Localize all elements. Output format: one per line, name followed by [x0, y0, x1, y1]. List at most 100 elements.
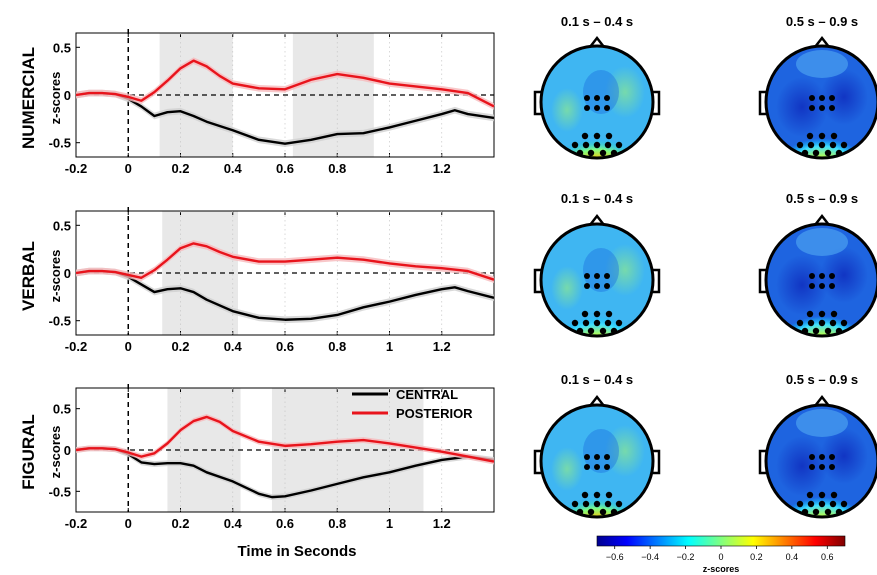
posterior-electrode: [835, 508, 843, 516]
head-outline: [764, 222, 877, 338]
nose-outline: [814, 394, 830, 407]
central-electrode: [829, 464, 835, 470]
central-electrode: [809, 454, 815, 460]
central-electrode: [584, 464, 590, 470]
posterior-electrode: [615, 500, 623, 508]
colorbar-label: z-scores: [703, 564, 740, 574]
y-tick-label: 0.5: [53, 402, 71, 417]
posterior-electrode: [582, 319, 590, 327]
posterior-electrode: [582, 500, 590, 508]
x-tick-label: 0.4: [224, 516, 243, 531]
scalp-map: [758, 394, 877, 519]
ear-left: [533, 449, 541, 475]
posterior-electrode: [610, 508, 618, 516]
nose-outline: [589, 394, 605, 407]
posterior-electrode: [615, 319, 623, 327]
central-electrode: [604, 464, 610, 470]
posterior-electrode: [581, 132, 589, 140]
central-electrode: [819, 95, 825, 101]
posterior-electrode: [610, 327, 618, 335]
topo-title-figural-early: 0.1 s – 0.4 s: [561, 372, 633, 387]
line-chart-numercial: -0.2 0 0.2 0.4 0.6 0.8 1 1.2 0.5 0 -0.5: [49, 29, 495, 176]
central-electrode: [594, 95, 600, 101]
x-tick-label: -0.2: [65, 339, 87, 354]
central-electrode: [809, 95, 815, 101]
y-tick-label: 0.5: [53, 40, 71, 55]
row-label-numercial: NUMERCIAL: [19, 47, 38, 149]
central-electrode: [809, 283, 815, 289]
colorbar-tick-label: −0.6: [606, 552, 624, 562]
posterior-electrode: [801, 508, 809, 516]
y-tick-label: 0.5: [53, 218, 71, 233]
posterior-electrode: [576, 508, 584, 516]
posterior-electrode: [835, 149, 843, 157]
ear-right: [653, 449, 661, 475]
y-tick-label: -0.5: [49, 136, 71, 151]
x-axis-label: Time in Seconds: [238, 543, 357, 560]
central-electrode: [819, 283, 825, 289]
central-electrode: [594, 454, 600, 460]
posterior-electrode: [824, 327, 832, 335]
central-electrode: [594, 105, 600, 111]
nose-outline: [814, 35, 830, 48]
posterior-electrode: [824, 149, 832, 157]
ear-left: [533, 90, 541, 116]
x-tick-label: 0.2: [171, 516, 189, 531]
posterior-electrode: [796, 500, 804, 508]
scalp-map: [758, 213, 877, 338]
x-tick-label: 0: [125, 161, 132, 176]
posterior-electrode: [806, 491, 814, 499]
colorbar: −0.6 −0.4 −0.2 0 0.2 0.4 0.6 z-scores: [596, 535, 846, 574]
posterior-electrode: [615, 141, 623, 149]
central-electrode: [604, 95, 610, 101]
topo-title-numercial-late: 0.5 s – 0.9 s: [786, 14, 858, 29]
x-tick-label: 1.2: [433, 516, 451, 531]
central-electrode: [584, 273, 590, 279]
posterior-electrode: [605, 132, 613, 140]
ci-band-posterior: [76, 57, 494, 110]
series-line-posterior: [75, 415, 495, 463]
posterior-electrode: [571, 141, 579, 149]
posterior-electrode: [593, 500, 601, 508]
ear-left: [758, 268, 766, 294]
scalp-map: [758, 35, 877, 160]
x-tick-label: 1.2: [433, 339, 451, 354]
central-electrode: [819, 454, 825, 460]
posterior-electrode: [599, 508, 607, 516]
posterior-electrode: [605, 310, 613, 318]
ear-right: [653, 268, 661, 294]
x-tick-label: 0.6: [276, 339, 294, 354]
posterior-electrode: [576, 327, 584, 335]
colorbar-tick-label: −0.4: [641, 552, 659, 562]
head-outline: [539, 222, 655, 338]
central-electrode: [584, 95, 590, 101]
series-line-posterior: [75, 59, 495, 108]
colorbar-tick-label: 0: [718, 552, 723, 562]
posterior-electrode: [829, 319, 837, 327]
colorbar-tick-label: −0.2: [677, 552, 695, 562]
posterior-electrode: [593, 141, 601, 149]
y-tick-label: 0: [64, 266, 71, 281]
x-tick-label: 1: [386, 339, 393, 354]
central-electrode: [809, 105, 815, 111]
y-tick-label: 0: [64, 443, 71, 458]
posterior-electrode: [605, 491, 613, 499]
posterior-electrode: [812, 149, 820, 157]
posterior-electrode: [840, 500, 848, 508]
y-tick-label: -0.5: [49, 314, 71, 329]
x-tick-label: -0.2: [65, 516, 87, 531]
central-electrode: [604, 273, 610, 279]
y-axis-label-numercial: z-scores: [48, 72, 63, 125]
posterior-electrode: [818, 500, 826, 508]
posterior-electrode: [818, 310, 826, 318]
head-outline: [764, 44, 877, 160]
colorbar-tick-label: 0.6: [821, 552, 834, 562]
y-tick-label: 0: [64, 88, 71, 103]
line-chart-verbal: -0.2 0 0.2 0.4 0.6 0.8 1 1.2 0.5 0 -0.5: [49, 207, 495, 354]
central-electrode: [584, 283, 590, 289]
central-electrode: [584, 454, 590, 460]
posterior-electrode: [593, 491, 601, 499]
posterior-electrode: [807, 319, 815, 327]
x-tick-label: 0: [125, 339, 132, 354]
